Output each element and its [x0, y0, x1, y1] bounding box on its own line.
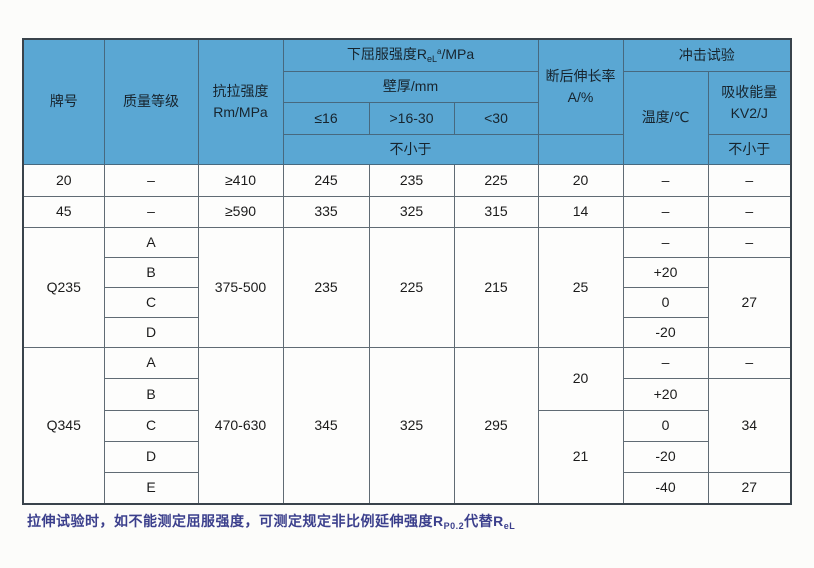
cell-temperature: 0 — [622, 409, 709, 442]
header-absorbed-energy: 吸收能量 KV2/J — [707, 70, 792, 135]
cell-quality: A — [103, 346, 199, 379]
cell-temperature: 0 — [622, 286, 709, 318]
row-q235-c: C 0 — [23, 286, 791, 318]
yield-label-prefix: 下屈服强度R — [346, 46, 427, 63]
cell-energy: 27 — [707, 256, 792, 348]
row-q235-d: D -20 — [23, 316, 791, 348]
row-q235-b: B +20 27 — [23, 256, 792, 348]
cell-temperature: – — [622, 163, 709, 197]
cell-tensile: 470-630 — [197, 346, 284, 505]
cell-yield-le16: 335 — [282, 195, 370, 228]
cell-yield-lt30: 295 — [453, 346, 539, 505]
header-thickness-16-30: >16-30 — [368, 101, 455, 135]
cell-quality: A — [103, 226, 199, 258]
steel-properties-table: 牌号 质量等级 抗拉强度 Rm/MPa 下屈服强度ReLa/MPa 断后伸长率 … — [22, 38, 792, 505]
cell-energy: – — [707, 163, 792, 197]
footnote-text-2: 代替R — [464, 513, 504, 529]
header-impact-test: 冲击试验 — [622, 38, 792, 72]
cell-yield-16-30: 235 — [368, 163, 455, 197]
header-quality-level: 质量等级 — [103, 38, 199, 165]
footnote-subscript-1: P0.2 — [443, 521, 465, 531]
header-lower-yield-strength: 下屈服强度ReLa/MPa — [282, 38, 539, 72]
yield-label-subscript: eL — [426, 54, 437, 65]
cell-tensile: 375-500 — [197, 226, 284, 348]
cell-quality: E — [103, 471, 199, 505]
cell-temperature: – — [622, 226, 709, 258]
row-q345-a: Q345 A 470-630 345 325 295 20 – – — [22, 346, 792, 505]
cell-yield-16-30: 325 — [368, 195, 455, 228]
header-temperature: 温度/℃ — [622, 70, 709, 165]
cell-quality: – — [103, 163, 199, 197]
cell-yield-16-30: 325 — [368, 346, 455, 505]
elongation-label-line2: A/% — [567, 88, 594, 105]
row-q235-a: Q235 A 375-500 235 225 215 25 – – — [22, 226, 792, 348]
row-grade-45: 45 – ≥590 335 325 315 14 – – — [22, 195, 792, 228]
cell-temperature: +20 — [622, 256, 709, 288]
cell-grade-q345: Q345 — [22, 346, 105, 505]
cell-quality: C — [103, 286, 199, 318]
cell-temperature: -40 — [622, 471, 709, 505]
yield-label-suffix: /MPa — [441, 46, 475, 63]
cell-energy: – — [707, 226, 792, 258]
cell-elongation: 20 — [537, 163, 624, 197]
cell-quality: D — [103, 316, 199, 348]
footnote-subscript-2: eL — [503, 521, 516, 531]
cell-quality: – — [103, 195, 199, 228]
footnote-text-1: 拉伸试验时，如不能测定屈服强度，可测定规定非比例延伸强度R — [27, 513, 444, 529]
cell-yield-lt30: 215 — [453, 226, 539, 348]
cell-energy: 34 — [707, 377, 792, 473]
cell-yield-16-30: 225 — [368, 226, 455, 348]
tensile-label-line2: Rm/MPa — [213, 103, 268, 120]
cell-elongation: 21 — [537, 409, 624, 505]
cell-tensile: ≥410 — [197, 163, 284, 197]
header-thickness-lt30: <30 — [453, 101, 539, 135]
header-not-less-than-yield: 不小于 — [282, 133, 539, 165]
cell-yield-le16: 245 — [282, 163, 370, 197]
header-not-less-than-energy: 不小于 — [707, 133, 792, 165]
energy-label-line2: KV2/J — [730, 104, 768, 121]
header-grade: 牌号 — [22, 38, 105, 165]
cell-temperature: – — [622, 195, 709, 228]
tensile-label-line1: 抗拉强度 — [212, 82, 269, 99]
header-elongation-spacer — [537, 133, 624, 165]
cell-quality: D — [103, 440, 199, 473]
energy-label-line1: 吸收能量 — [721, 83, 778, 100]
elongation-label-line1: 断后伸长率 — [545, 67, 616, 84]
cell-yield-lt30: 225 — [453, 163, 539, 197]
cell-grade-q235: Q235 — [22, 226, 105, 348]
cell-energy: – — [707, 195, 792, 228]
cell-temperature: -20 — [622, 440, 709, 473]
cell-quality: B — [103, 256, 199, 288]
row-q345-e: E -40 27 — [23, 471, 792, 505]
cell-yield-le16: 235 — [282, 226, 370, 348]
cell-grade: 45 — [22, 195, 105, 228]
header-thickness-le16: ≤16 — [282, 101, 370, 135]
cell-elongation: 25 — [537, 226, 624, 348]
footnote: 拉伸试验时，如不能测定屈服强度，可测定规定非比例延伸强度RP0.2代替ReL — [27, 511, 515, 531]
cell-grade: 20 — [22, 163, 105, 197]
header-elongation: 断后伸长率 A/% — [537, 38, 624, 135]
cell-temperature: – — [622, 346, 709, 379]
row-q345-b: B +20 34 — [23, 377, 792, 473]
cell-quality: B — [103, 377, 199, 411]
cell-quality: C — [103, 409, 199, 442]
cell-elongation: 14 — [537, 195, 624, 228]
cell-yield-le16: 345 — [282, 346, 370, 505]
cell-elongation: 20 — [537, 346, 624, 411]
header-wall-thickness: 壁厚/mm — [282, 70, 539, 103]
cell-tensile: ≥590 — [197, 195, 284, 228]
header-tensile-strength: 抗拉强度 Rm/MPa — [197, 38, 284, 165]
yield-label-superscript: a — [437, 47, 442, 57]
cell-temperature: +20 — [622, 377, 709, 411]
cell-energy: – — [707, 346, 792, 379]
row-grade-20: 20 – ≥410 245 235 225 20 – – — [22, 163, 792, 197]
cell-temperature: -20 — [622, 316, 709, 348]
cell-yield-lt30: 315 — [453, 195, 539, 228]
cell-energy: 27 — [707, 471, 792, 505]
